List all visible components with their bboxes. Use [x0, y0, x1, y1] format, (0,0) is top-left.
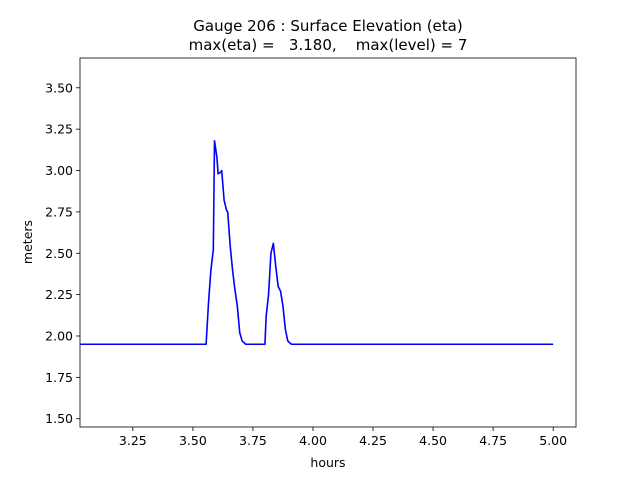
- series-layer: [80, 139, 554, 346]
- x-tick-label: 3.50: [179, 433, 207, 448]
- y-tick-label: 2.25: [45, 287, 73, 302]
- y-tick-label: 3.00: [45, 163, 73, 178]
- x-tick-label: 5.00: [539, 433, 567, 448]
- y-tick-label: 2.50: [45, 246, 73, 261]
- y-tick-label: 2.75: [45, 204, 73, 219]
- x-tick-label: 3.75: [239, 433, 267, 448]
- y-ticks: 1.50 1.75 2.00 2.25 2.50 2.75 3.00 3.25 3.50: [45, 80, 80, 426]
- y-tick-label: 1.75: [45, 370, 73, 385]
- y-tick-label: 2.00: [45, 328, 73, 343]
- x-tick-label: 4.25: [359, 433, 387, 448]
- plot-frame: [79, 57, 577, 428]
- y-tick-label: 3.50: [45, 80, 73, 95]
- x-tick-label: 4.75: [479, 433, 507, 448]
- y-tick-label: 1.50: [45, 411, 73, 426]
- x-tick-label: 4.50: [419, 433, 447, 448]
- x-ticks: 3.25 3.50 3.75 4.00 4.25 4.50 4.75 5.00: [119, 427, 567, 448]
- chart-title-line-2: max(eta) = 3.180, max(level) = 7: [189, 36, 468, 54]
- x-tick-label: 4.00: [299, 433, 327, 448]
- plot-area: [80, 58, 576, 427]
- eta-series-line: [80, 139, 554, 346]
- x-axis-label: hours: [310, 455, 345, 470]
- y-tick-label: 3.25: [45, 122, 73, 137]
- y-axis-label: meters: [20, 220, 35, 264]
- chart-title-line-1: Gauge 206 : Surface Elevation (eta): [193, 17, 462, 35]
- x-tick-label: 3.25: [119, 433, 147, 448]
